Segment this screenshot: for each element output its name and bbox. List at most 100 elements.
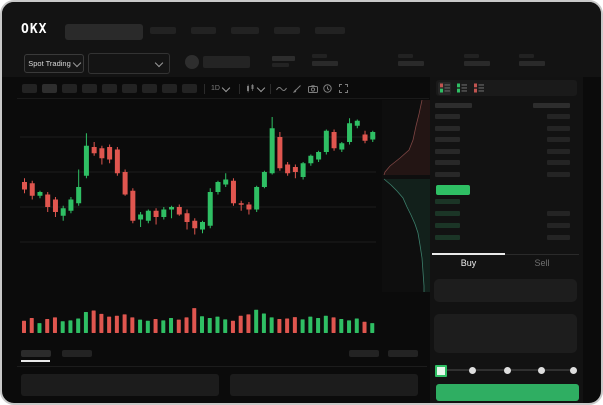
market-type-dropdown[interactable]: Spot Trading bbox=[24, 54, 84, 73]
ask-amount-bar bbox=[547, 114, 570, 119]
last-price-placeholder bbox=[272, 56, 295, 61]
history-icon[interactable] bbox=[323, 83, 332, 94]
bid-amount-bar bbox=[547, 235, 570, 240]
slider-handle[interactable] bbox=[435, 365, 447, 377]
price-change-placeholder bbox=[272, 63, 289, 67]
book-bids-icon[interactable] bbox=[455, 82, 468, 95]
toolbar-divider bbox=[270, 84, 271, 94]
tab-sell[interactable]: Sell bbox=[534, 258, 550, 268]
orderbook-header-amount bbox=[533, 103, 570, 108]
bid-amount-bar bbox=[547, 223, 570, 228]
ask-price-bar[interactable] bbox=[435, 172, 460, 177]
stat-label-bar bbox=[519, 54, 534, 58]
orderbook-header-price bbox=[435, 103, 472, 108]
toolbar-separator bbox=[17, 98, 429, 99]
last-price-badge[interactable] bbox=[436, 185, 470, 195]
ask-amount-bar bbox=[547, 137, 570, 143]
bid-price-bar[interactable] bbox=[435, 211, 460, 216]
slider-step-dot[interactable] bbox=[469, 366, 476, 374]
toolbar-chip[interactable] bbox=[162, 84, 177, 93]
toolbar-chip[interactable] bbox=[42, 84, 57, 93]
nav-item-placeholder[interactable] bbox=[315, 27, 345, 34]
bottom-right-placeholder bbox=[349, 350, 379, 357]
coin-icon bbox=[185, 55, 199, 69]
ask-price-bar[interactable] bbox=[435, 160, 460, 166]
ask-amount-bar bbox=[547, 172, 570, 177]
book-split-icon[interactable] bbox=[438, 81, 451, 95]
toolbar-divider bbox=[204, 84, 205, 94]
search-input[interactable] bbox=[65, 24, 143, 40]
bottom-tab[interactable] bbox=[62, 350, 92, 357]
sell-tab-line bbox=[505, 254, 579, 255]
ask-price-bar[interactable] bbox=[435, 148, 460, 154]
ask-amount-bar bbox=[547, 125, 570, 131]
ask-price-bar[interactable] bbox=[435, 125, 460, 131]
slider-step-dot[interactable] bbox=[504, 366, 511, 374]
nav-item-placeholder[interactable] bbox=[231, 27, 259, 34]
chart-type-icon bbox=[247, 84, 254, 93]
depth-chart bbox=[382, 99, 430, 292]
bottom-right-placeholder bbox=[388, 350, 418, 357]
toolbar-chip[interactable] bbox=[82, 84, 97, 93]
main-nav bbox=[150, 27, 345, 34]
chart-type-dropdown[interactable] bbox=[246, 83, 266, 94]
market-type-label: Spot Trading bbox=[28, 59, 71, 68]
toolbar-divider bbox=[239, 84, 240, 94]
bid-price-bar[interactable] bbox=[435, 199, 460, 204]
price-input[interactable] bbox=[434, 279, 577, 302]
stat-label-bar bbox=[464, 54, 479, 58]
camera-icon[interactable] bbox=[308, 83, 318, 94]
ask-amount-bar bbox=[547, 148, 570, 154]
chevron-down-icon bbox=[154, 58, 164, 68]
interval-dropdown[interactable]: 1D bbox=[211, 83, 231, 94]
amount-input[interactable] bbox=[434, 314, 577, 353]
toolbar-chip[interactable] bbox=[62, 84, 77, 93]
bottom-tab-active[interactable] bbox=[21, 350, 51, 357]
ask-price-bar[interactable] bbox=[435, 137, 460, 143]
chevron-down-icon bbox=[72, 58, 82, 67]
pair-selector-dropdown[interactable] bbox=[88, 53, 170, 74]
stat-label-bar bbox=[312, 54, 327, 58]
buy-tab-indicator bbox=[432, 253, 505, 255]
nav-item-placeholder[interactable] bbox=[150, 27, 176, 34]
ask-price-bar[interactable] bbox=[435, 114, 460, 119]
bottom-separator bbox=[17, 366, 427, 367]
book-asks-icon[interactable] bbox=[472, 82, 485, 95]
tab-buy[interactable]: Buy bbox=[460, 258, 477, 268]
orderbook bbox=[432, 98, 579, 250]
stat-value-bar bbox=[312, 61, 338, 66]
candlestick-chart[interactable] bbox=[20, 100, 376, 292]
pair-name-placeholder bbox=[203, 56, 250, 68]
nav-item-placeholder[interactable] bbox=[191, 27, 216, 34]
bottom-tab-underline bbox=[21, 360, 50, 362]
volume-chart bbox=[20, 301, 376, 333]
ask-amount-bar bbox=[547, 160, 570, 166]
amount-slider[interactable] bbox=[435, 363, 579, 377]
orders-panel-placeholder bbox=[21, 374, 219, 396]
toolbar-chip[interactable] bbox=[142, 84, 157, 93]
interval-label: 1D bbox=[211, 85, 220, 92]
nav-item-placeholder[interactable] bbox=[274, 27, 300, 34]
buy-submit-button[interactable] bbox=[436, 384, 579, 401]
expand-icon[interactable] bbox=[339, 83, 348, 94]
toolbar-chip[interactable] bbox=[182, 84, 197, 93]
chevron-down-icon bbox=[221, 83, 231, 92]
toolbar-chip[interactable] bbox=[102, 84, 117, 93]
chevron-down-icon bbox=[256, 83, 266, 92]
okx-logo: OKX bbox=[21, 22, 48, 37]
stat-value-bar bbox=[398, 61, 424, 66]
draw-icon[interactable] bbox=[293, 83, 302, 94]
bid-amount-bar bbox=[547, 211, 570, 216]
bid-price-bar[interactable] bbox=[435, 235, 460, 240]
bid-price-bar[interactable] bbox=[435, 223, 460, 228]
toolbar-chip[interactable] bbox=[122, 84, 137, 93]
slider-step-dot[interactable] bbox=[570, 366, 577, 374]
stat-value-bar bbox=[464, 61, 490, 66]
indicators-icon[interactable] bbox=[276, 83, 287, 94]
stat-label-bar bbox=[398, 54, 413, 58]
stat-value-bar bbox=[519, 61, 545, 66]
slider-step-dot[interactable] bbox=[538, 366, 545, 374]
toolbar-chip[interactable] bbox=[22, 84, 37, 93]
